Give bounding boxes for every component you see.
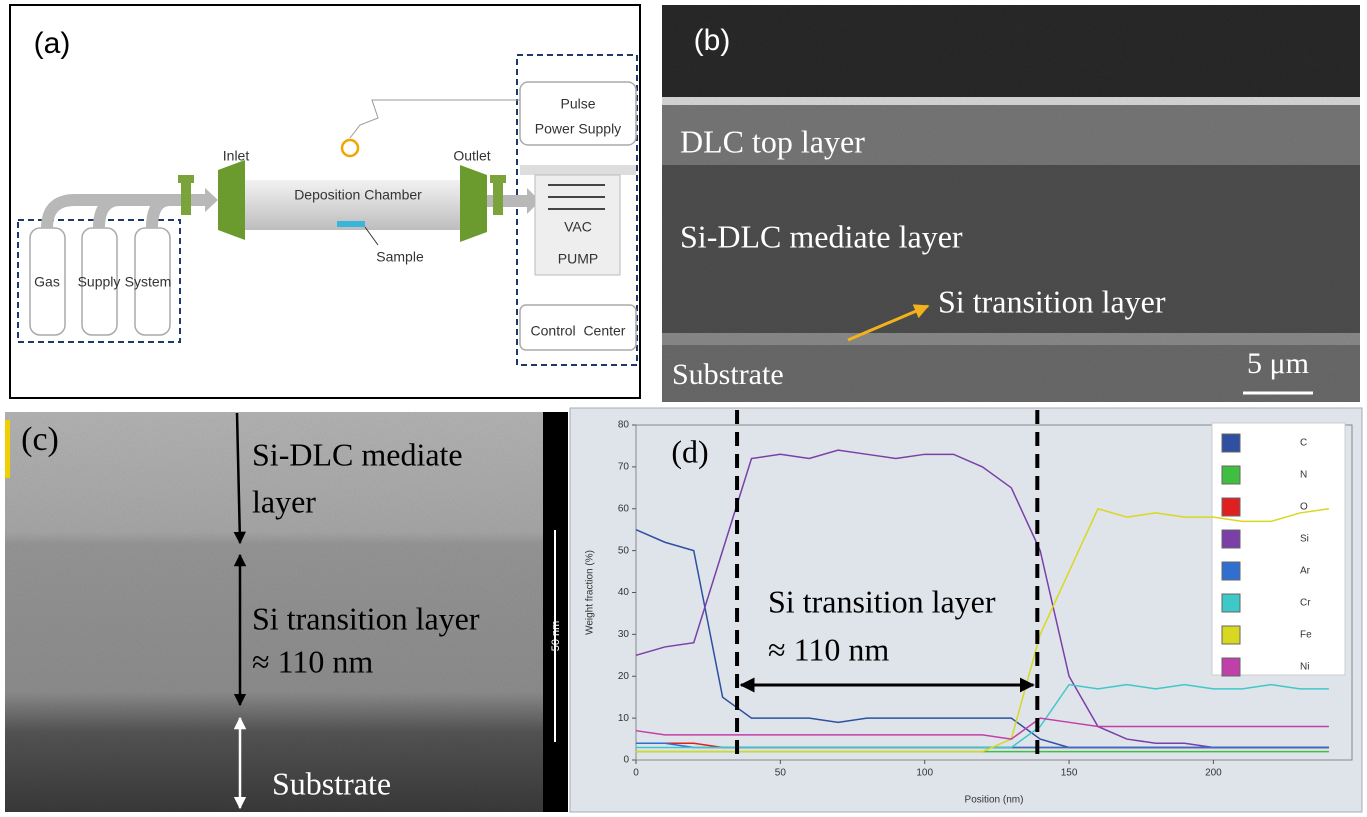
panel-c: 50 nm (c) Si-DLC mediate layer Si transi…: [5, 412, 568, 812]
sample: [337, 221, 365, 227]
panel-label: (c): [21, 421, 59, 458]
arrow: [205, 188, 218, 212]
label: System: [125, 274, 172, 290]
legend-label: Ar: [1300, 566, 1311, 577]
annotation: Si transition layer: [768, 583, 996, 619]
label: PUMP: [558, 251, 598, 267]
label: Outlet: [453, 148, 490, 164]
control-box: [519, 304, 637, 351]
pump-box: [534, 174, 621, 276]
series-line: [636, 507, 1330, 753]
y-tick-label: 70: [618, 462, 630, 473]
legend-swatch: [1221, 625, 1241, 645]
label: Power Supply: [535, 121, 621, 137]
label: Sample: [376, 249, 424, 265]
cylinders: [29, 227, 171, 336]
y-tick-label: 20: [618, 671, 630, 682]
legend-label: O: [1300, 502, 1308, 513]
scale-label: 50 nm: [550, 621, 562, 652]
layer-label: ≈ 110 nm: [252, 643, 373, 679]
layer-label: Si-DLC mediate: [252, 436, 463, 472]
label: Deposition Chamber: [294, 187, 422, 203]
legend-label: Ni: [1300, 662, 1309, 673]
leader: [364, 226, 379, 246]
y-axis-label: Weight fraction (%): [585, 550, 596, 635]
label: Pulse: [560, 96, 595, 112]
x-tick-label: 150: [1061, 768, 1078, 779]
layer-label: Si transition layer: [938, 283, 1166, 319]
marker: [5, 420, 10, 478]
legend-label: Si: [1300, 534, 1309, 545]
panel-b: (b) DLC top layer Si-DLC mediate layer S…: [662, 5, 1360, 402]
valve: [493, 180, 503, 215]
dashed-box: [516, 54, 638, 366]
x-axis-label: Position (nm): [965, 795, 1024, 806]
switch: [340, 138, 360, 158]
legend-swatch: [1221, 529, 1241, 549]
valve: [178, 175, 194, 183]
tem-image: [5, 412, 545, 812]
legend-swatch: [1221, 497, 1241, 517]
pump-top: [520, 165, 636, 175]
layer-label: Si transition layer: [252, 600, 480, 636]
arrow: [527, 188, 540, 214]
series-line: [636, 683, 1329, 749]
y-tick-label: 0: [623, 755, 629, 766]
panel-label: (b): [694, 24, 731, 57]
valve: [490, 175, 506, 183]
layer-label: Si-DLC mediate layer: [680, 218, 963, 254]
arrow: [847, 304, 930, 342]
arrow: [233, 412, 246, 545]
legend-label: Fe: [1300, 630, 1312, 641]
legend-label: C: [1300, 438, 1307, 449]
y-tick-label: 40: [618, 587, 630, 598]
y-tick-label: 80: [618, 420, 630, 431]
layer-label: Substrate: [672, 358, 784, 391]
panel-label: (d): [671, 433, 708, 469]
pump-lines: [548, 184, 605, 210]
legend-swatch: [1221, 433, 1241, 453]
valve: [181, 180, 191, 215]
label: Control Center: [531, 323, 626, 339]
outlet: [460, 165, 487, 242]
panel-label: (a): [34, 27, 71, 60]
label: Gas: [34, 274, 60, 290]
y-tick-label: 60: [618, 503, 630, 514]
legend-swatch: [1221, 561, 1241, 581]
pipes: [41, 194, 205, 229]
layer-label: layer: [252, 483, 316, 519]
y-tick-label: 30: [618, 629, 630, 640]
label: VAC: [564, 219, 592, 235]
x-tick-label: 0: [633, 768, 639, 779]
legend-label: N: [1300, 470, 1307, 481]
panel-a: (a) Pulse Power Supply Inlet Outlet Depo…: [9, 4, 641, 399]
label: Inlet: [223, 148, 250, 164]
x-tick-label: 100: [916, 768, 933, 779]
series-line: [635, 717, 1329, 740]
inlet: [218, 160, 245, 240]
layer-label: Substrate: [272, 765, 391, 801]
legend-swatch: [1221, 465, 1241, 485]
x-tick-label: 200: [1205, 768, 1222, 779]
legend-swatch: [1221, 657, 1241, 677]
legend-swatch: [1221, 593, 1241, 613]
sem-image: [662, 5, 1360, 402]
y-tick-label: 10: [618, 713, 630, 724]
x-tick-label: 50: [775, 768, 787, 779]
pulse-box: [519, 81, 637, 146]
scale-label: 5 μm: [1247, 347, 1309, 380]
layer-label: DLC top layer: [680, 123, 865, 159]
label: Supply: [78, 274, 121, 290]
legend-label: Cr: [1300, 598, 1311, 609]
wire: [349, 99, 520, 139]
annotation: ≈ 110 nm: [768, 631, 889, 667]
y-tick-label: 50: [618, 545, 630, 556]
